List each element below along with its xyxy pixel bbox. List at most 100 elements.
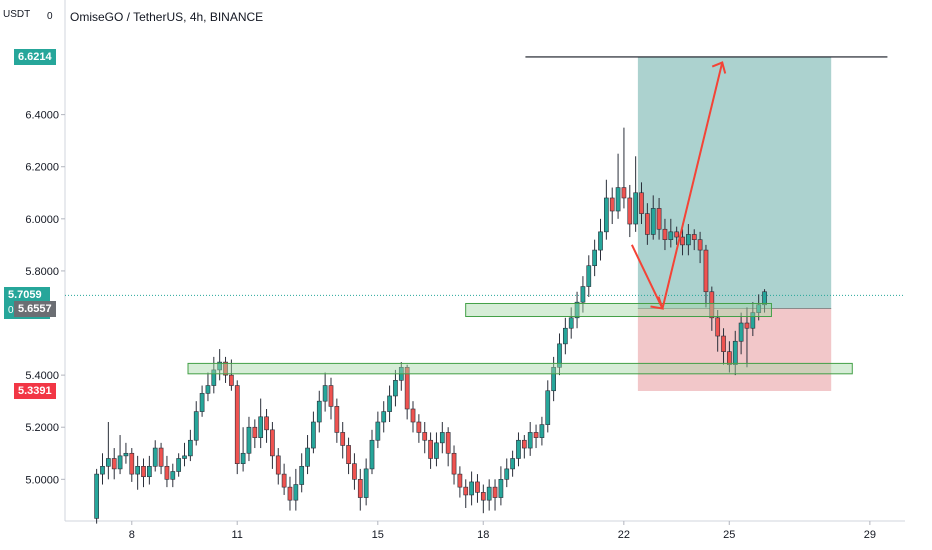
candle: [604, 179, 609, 240]
candle: [680, 229, 685, 256]
candle-body: [562, 327, 568, 345]
candle: [486, 479, 492, 511]
y-tick-label: 5.0000: [25, 474, 59, 486]
candle: [516, 432, 521, 467]
candle-body: [680, 236, 685, 246]
y-tick-label: 6.2000: [25, 162, 59, 174]
candle: [521, 435, 527, 459]
candle-body: [457, 473, 463, 488]
candle-body: [650, 208, 656, 235]
candle-body: [111, 458, 117, 470]
candle-body: [545, 390, 551, 425]
candle-body: [586, 265, 592, 287]
candle: [164, 455, 170, 488]
candle-body: [492, 486, 498, 498]
candle: [147, 455, 152, 485]
candle: [287, 476, 293, 511]
candle: [393, 369, 398, 407]
candle: [387, 385, 392, 423]
candle-body: [305, 447, 310, 467]
candle-body: [410, 408, 416, 423]
candle-body: [469, 481, 474, 496]
candle: [252, 419, 258, 449]
candle: [223, 356, 228, 383]
candle-body: [152, 447, 158, 467]
currency-label: USDT: [3, 9, 31, 20]
candle-body: [434, 442, 439, 459]
candle-body: [697, 239, 703, 251]
candle-body: [252, 426, 258, 438]
candle-body: [352, 463, 357, 480]
candle-body: [703, 249, 709, 293]
candle-body: [188, 439, 193, 457]
candle-body: [738, 322, 744, 342]
candle: [322, 372, 328, 412]
candle: [615, 153, 621, 219]
candle: [744, 307, 750, 368]
candle: [369, 429, 375, 475]
candle: [170, 463, 176, 488]
candle: [457, 466, 463, 498]
candle-body: [311, 421, 316, 449]
candle-body: [574, 301, 580, 319]
candle: [182, 442, 187, 467]
candle: [533, 424, 539, 449]
candle: [111, 448, 117, 480]
candle-body: [715, 317, 721, 337]
drawings: [525, 56, 888, 310]
candle-body: [105, 458, 111, 467]
x-tick-label: 25: [723, 529, 735, 541]
candle: [668, 218, 674, 248]
candle-body: [340, 432, 346, 446]
y-tick-label: 5.2000: [25, 422, 59, 434]
candle-body: [445, 432, 451, 454]
candle: [609, 187, 615, 225]
candle: [211, 356, 217, 394]
candle-body: [762, 291, 767, 306]
candle-body: [100, 465, 105, 475]
candle-body: [732, 340, 738, 366]
candle-body: [281, 473, 287, 488]
x-axis-ticks: 8 11 15 18 22 25 29: [129, 521, 876, 541]
candle: [574, 291, 580, 329]
candle-body: [381, 411, 387, 423]
candle: [100, 453, 105, 485]
candle: [129, 448, 135, 482]
candle-body: [691, 234, 697, 240]
candle: [504, 458, 510, 488]
candle: [686, 224, 691, 256]
candle: [363, 458, 369, 506]
x-tick-label: 11: [232, 529, 243, 541]
target-price-label: 6.6214: [14, 48, 56, 65]
candle-body: [182, 455, 187, 459]
target-zone: [637, 56, 832, 309]
candle: [492, 479, 498, 511]
candle-body: [451, 452, 457, 475]
candle-body: [463, 486, 469, 496]
candle: [568, 307, 574, 339]
candle: [732, 330, 738, 376]
candle: [281, 463, 287, 495]
candle-body: [727, 351, 732, 365]
candle-body: [744, 322, 750, 329]
candle-body: [439, 432, 445, 444]
candle-body: [117, 455, 123, 470]
candle: [738, 312, 744, 355]
y-tick-label: 5.4000: [25, 370, 59, 382]
candle: [258, 398, 264, 449]
candle: [709, 286, 715, 331]
candle: [721, 328, 726, 365]
entry-price-label: 5.6557: [14, 300, 56, 317]
candle-body: [369, 439, 375, 470]
candle: [650, 195, 656, 240]
candle: [439, 422, 445, 454]
candle-body: [510, 458, 515, 470]
candle-body: [158, 447, 164, 467]
candle-body: [592, 249, 597, 267]
y-tick-label: 6.0000: [25, 214, 59, 226]
candle: [586, 255, 592, 297]
candle: [141, 458, 146, 488]
x-tick-label: 18: [477, 529, 489, 541]
candle: [275, 448, 281, 485]
